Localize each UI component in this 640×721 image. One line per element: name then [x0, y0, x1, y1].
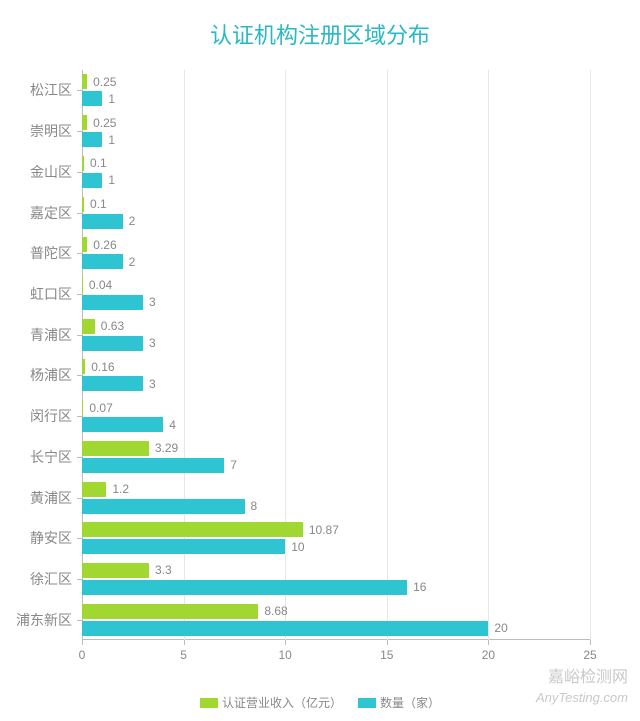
- bar-count: [82, 91, 102, 106]
- bar-value-label: 0.1: [90, 156, 107, 170]
- bar-value-label: 1: [108, 173, 115, 187]
- bar-value-label: 0.1: [90, 197, 107, 211]
- bar-count: [82, 214, 123, 229]
- bar-value-label: 3: [149, 377, 156, 391]
- xtick-mark: [285, 640, 286, 645]
- watermark-brand: 嘉峪检测网: [548, 663, 628, 687]
- xtick-label: 20: [482, 648, 495, 662]
- ytick-label: 静安区: [30, 528, 72, 548]
- bar-revenue: [82, 319, 95, 334]
- gridline: [184, 70, 185, 640]
- bar-value-label: 0.63: [101, 319, 124, 333]
- bar-value-label: 16: [413, 580, 426, 594]
- bar-revenue: [82, 604, 258, 619]
- xtick-mark: [590, 640, 591, 645]
- xtick-mark: [488, 640, 489, 645]
- bar-value-label: 1.2: [112, 482, 129, 496]
- gridline: [488, 70, 489, 640]
- bar-revenue: [82, 115, 87, 130]
- ytick-label: 崇明区: [30, 121, 72, 141]
- bar-value-label: 10.87: [309, 523, 339, 537]
- xtick-label: 0: [79, 648, 86, 662]
- xtick-mark: [387, 640, 388, 645]
- ytick-label: 黄浦区: [30, 488, 72, 508]
- bar-revenue: [82, 197, 84, 212]
- bar-value-label: 1: [108, 133, 115, 147]
- bar-revenue: [82, 441, 149, 456]
- bar-value-label: 0.25: [93, 116, 116, 130]
- ytick-label: 松江区: [30, 80, 72, 100]
- plot-area: 0510152025松江区0.251崇明区0.251金山区0.11嘉定区0.12…: [82, 70, 590, 640]
- bar-value-label: 20: [494, 621, 507, 635]
- xtick-mark: [184, 640, 185, 645]
- xtick-label: 5: [180, 648, 187, 662]
- ytick-label: 嘉定区: [30, 203, 72, 223]
- bar-value-label: 3: [149, 295, 156, 309]
- gridline: [285, 70, 286, 640]
- bar-value-label: 3: [149, 336, 156, 350]
- xtick-label: 10: [279, 648, 292, 662]
- ytick-label: 青浦区: [30, 325, 72, 345]
- xtick-mark: [82, 640, 83, 645]
- bar-count: [82, 539, 285, 554]
- chart-container: 认证机构注册区域分布 0 5 10 15 20 25 松江区 0.25 1 崇明区 0.25 1 金山区…: [0, 0, 640, 721]
- x-axis-line: [82, 639, 590, 640]
- ytick-label: 浦东新区: [16, 610, 72, 630]
- bar-count: [82, 580, 407, 595]
- bar-value-label: 7: [230, 458, 237, 472]
- xtick-label: 15: [380, 648, 393, 662]
- bar-value-label: 10: [291, 540, 304, 554]
- ytick-label: 金山区: [30, 162, 72, 182]
- bar-count: [82, 376, 143, 391]
- bar-value-label: 2: [129, 214, 136, 228]
- bar-value-label: 0.07: [89, 401, 112, 415]
- legend-label: 认证营业收入（亿元）: [222, 694, 342, 711]
- bar-value-label: 0.04: [89, 278, 112, 292]
- ytick-label: 闵行区: [30, 406, 72, 426]
- bar-revenue: [82, 482, 106, 497]
- legend-label: 数量（家）: [380, 694, 440, 711]
- bar-count: [82, 295, 143, 310]
- bar-value-label: 1: [108, 92, 115, 106]
- bar-count: [82, 458, 224, 473]
- bar-revenue: [82, 156, 84, 171]
- bar-value-label: 3.3: [155, 563, 172, 577]
- bar-revenue: [82, 74, 87, 89]
- bar-value-label: 8.68: [264, 604, 287, 618]
- gridline: [387, 70, 388, 640]
- watermark-url: AnyTesting.com: [536, 690, 628, 705]
- bar-revenue: [82, 359, 85, 374]
- bar-revenue: [82, 400, 83, 415]
- xtick-label: 25: [583, 648, 596, 662]
- ytick-label: 虹口区: [30, 284, 72, 304]
- legend-item: 认证营业收入（亿元）: [200, 694, 342, 711]
- ytick-label: 普陀区: [30, 243, 72, 263]
- bar-count: [82, 254, 123, 269]
- ytick-label: 杨浦区: [30, 365, 72, 385]
- bar-value-label: 3.29: [155, 441, 178, 455]
- legend-swatch: [200, 698, 218, 708]
- bar-revenue: [82, 522, 303, 537]
- bar-value-label: 2: [129, 255, 136, 269]
- bar-count: [82, 499, 245, 514]
- bar-revenue: [82, 237, 87, 252]
- ytick-label: 徐汇区: [30, 569, 72, 589]
- bar-value-label: 0.25: [93, 75, 116, 89]
- bar-count: [82, 417, 163, 432]
- legend-swatch: [358, 698, 376, 708]
- bar-count: [82, 621, 488, 636]
- bar-value-label: 0.26: [93, 238, 116, 252]
- bar-count: [82, 336, 143, 351]
- legend-item: 数量（家）: [358, 694, 440, 711]
- bar-value-label: 4: [169, 418, 176, 432]
- bar-value-label: 8: [251, 499, 258, 513]
- ytick-label: 长宁区: [30, 447, 72, 467]
- chart-title: 认证机构注册区域分布: [0, 18, 640, 50]
- bar-value-label: 0.16: [91, 360, 114, 374]
- bar-revenue: [82, 278, 83, 293]
- gridline: [590, 70, 591, 640]
- bar-revenue: [82, 563, 149, 578]
- bar-count: [82, 132, 102, 147]
- bar-count: [82, 173, 102, 188]
